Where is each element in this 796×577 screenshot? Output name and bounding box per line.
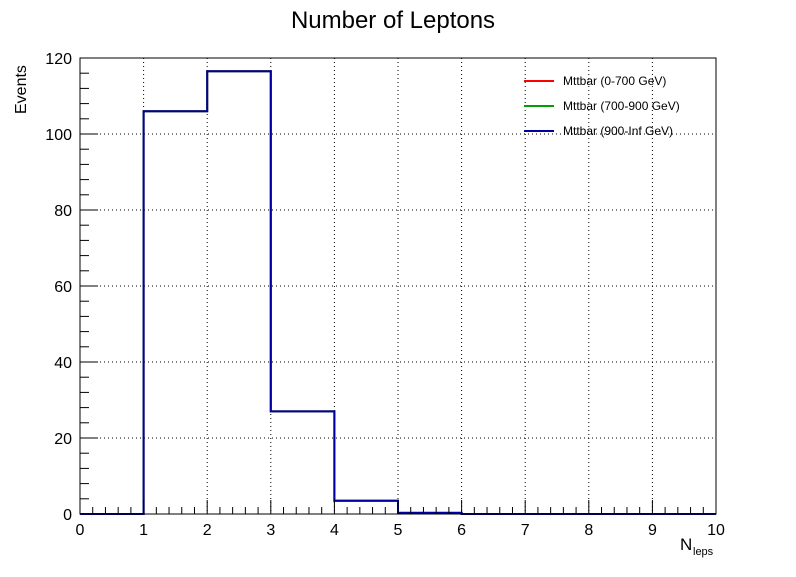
y-tick-label: 100 [45,127,72,144]
legend-entry: Mttbar (700-900 GeV) [563,99,680,113]
x-tick-label: 5 [394,522,403,539]
x-axis-label: N leps [680,535,714,558]
chart-title: Number of Leptons [291,7,495,34]
legend: Mttbar (0-700 GeV) Mttbar (700-900 GeV) Mt… [524,74,680,138]
x-tick-label: 0 [76,522,85,539]
y-tick-label: 20 [54,431,72,448]
axis-ticks [79,57,717,515]
x-tick-label: 10 [707,522,725,539]
x-tick-label: 7 [521,522,530,539]
y-tick-label: 80 [54,203,72,220]
x-tick-label: 1 [139,522,148,539]
legend-entry: Mttbar (0-700 GeV) [563,74,666,88]
x-tick-label: 9 [648,522,657,539]
y-tick-label: 120 [45,51,72,68]
y-tick-label: 0 [63,507,72,524]
y-tick-label: 40 [54,355,72,372]
x-tick-label: 6 [457,522,466,539]
y-axis-label: Events [13,65,30,114]
x-axis-label-main: N [680,535,692,554]
legend-entry: Mttbar (900-Inf GeV) [563,124,673,138]
x-tick-label: 4 [330,522,339,539]
x-axis-label-sub: leps [693,546,714,558]
x-tick-label: 8 [584,522,593,539]
x-tick-label: 3 [266,522,275,539]
x-tick-label: 2 [203,522,212,539]
y-tick-label: 60 [54,279,72,296]
